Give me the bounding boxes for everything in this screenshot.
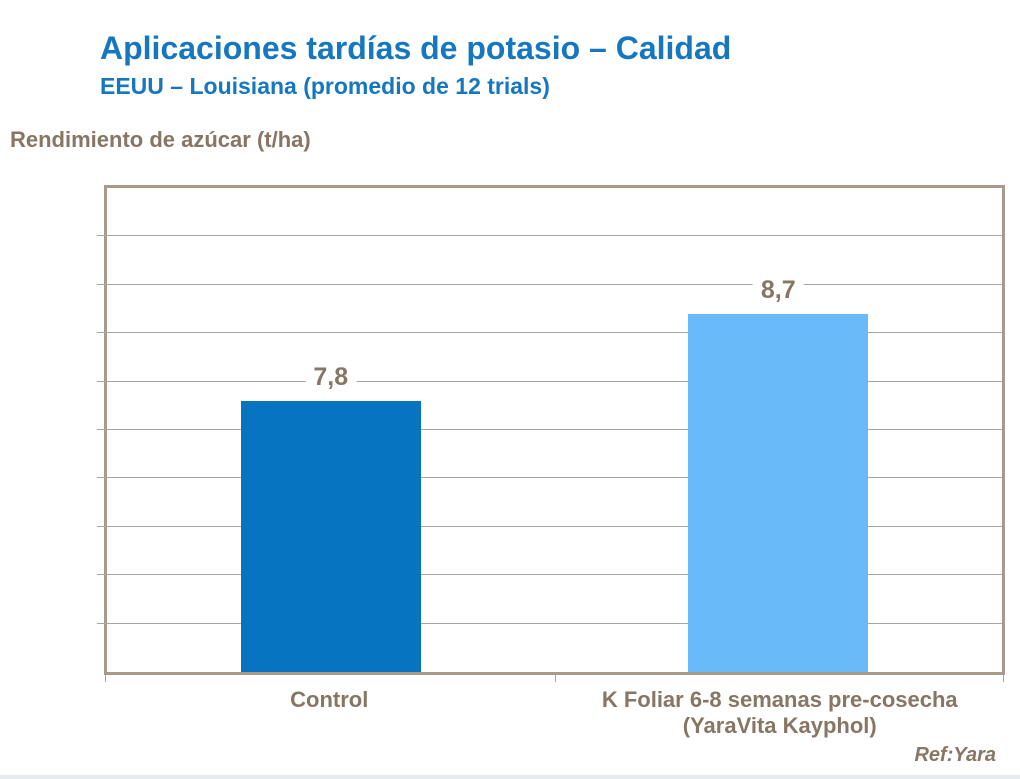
bar-treatment xyxy=(688,313,869,672)
y-axis-title: Rendimiento de azúcar (t/ha) xyxy=(10,127,311,152)
category-label-treatment: K Foliar 6-8 semanas pre-cosecha (YaraVi… xyxy=(601,687,958,738)
gridline xyxy=(97,477,1002,479)
x-axis-tick-right xyxy=(1003,675,1004,682)
gridline xyxy=(97,429,1002,430)
chart-plot-area: 7,8 8,7 xyxy=(97,185,1005,682)
gridline xyxy=(97,380,1002,382)
x-axis-tick-middle xyxy=(554,675,556,682)
gridline xyxy=(97,283,1002,285)
gridline xyxy=(97,525,1002,527)
gridline xyxy=(97,332,1002,334)
bottom-accent-strip xyxy=(0,775,1020,779)
x-axis-tick-left xyxy=(105,675,106,682)
bar-columns: 7,8 8,7 xyxy=(107,188,1002,672)
bar-column-control: 7,8 xyxy=(107,188,555,672)
bar-value-label-control: 7,8 xyxy=(305,362,357,392)
category-label-control: Control xyxy=(290,687,369,712)
x-axis-labels: Control K Foliar 6-8 semanas pre-cosecha… xyxy=(104,687,1005,739)
slide-subtitle: EEUU – Louisiana (promedio de 12 trials) xyxy=(100,73,550,99)
gridline xyxy=(97,574,1002,576)
slide-title: Aplicaciones tardías de potasio – Calida… xyxy=(100,30,732,66)
bar-value-label-treatment: 8,7 xyxy=(752,275,804,305)
gridline xyxy=(97,622,1002,624)
bar-control xyxy=(240,400,421,672)
bar-column-treatment: 8,7 xyxy=(555,188,1003,672)
reference-text: Ref:Yara xyxy=(914,744,996,766)
gridline xyxy=(97,235,1002,237)
